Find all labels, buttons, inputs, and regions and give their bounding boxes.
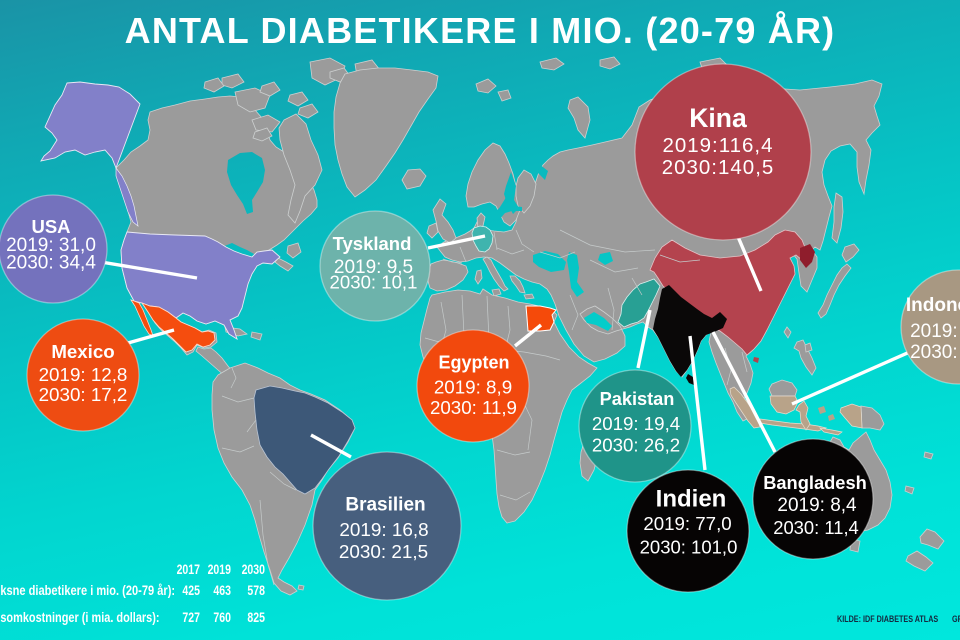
svg-text:Indonesien: Indonesien <box>906 295 960 316</box>
svg-text:Bangladesh: Bangladesh <box>763 472 867 493</box>
svg-text:2019: 9,5: 2019: 9,5 <box>334 257 413 278</box>
svg-text:2030: 13,7: 2030: 13,7 <box>910 342 960 363</box>
svg-text:2019: 19,4: 2019: 19,4 <box>592 413 680 434</box>
svg-text:2030: 11,4: 2030: 11,4 <box>773 517 859 538</box>
svg-text:2019: 12,8: 2019: 12,8 <box>39 364 128 385</box>
svg-text:2030: 21,5: 2030: 21,5 <box>339 542 428 563</box>
svg-text:Brasilien: Brasilien <box>345 495 425 516</box>
svg-text:2030: 11,9: 2030: 11,9 <box>430 397 517 418</box>
svg-text:USA: USA <box>31 216 70 237</box>
svg-text:2019:116,4: 2019:116,4 <box>662 134 773 157</box>
svg-text:2030: 34,4: 2030: 34,4 <box>6 253 96 274</box>
svg-text:2019: 8,4: 2019: 8,4 <box>777 495 857 516</box>
svg-text:Mexico: Mexico <box>51 341 114 362</box>
svg-text:Indien: Indien <box>656 486 727 513</box>
svg-text:2030: 10,1: 2030: 10,1 <box>330 272 418 293</box>
svg-text:2019: 10,7: 2019: 10,7 <box>910 321 960 342</box>
svg-text:2019: 31,0: 2019: 31,0 <box>6 235 96 256</box>
svg-text:2030: 26,2: 2030: 26,2 <box>592 435 680 456</box>
svg-text:Egypten: Egypten <box>438 353 509 373</box>
svg-text:Tyskland: Tyskland <box>333 233 412 254</box>
svg-text:2019: 8,9: 2019: 8,9 <box>434 377 512 398</box>
svg-text:Kina: Kina <box>689 103 747 133</box>
svg-text:2019: 77,0: 2019: 77,0 <box>643 513 731 534</box>
svg-text:Pakistan: Pakistan <box>600 389 675 409</box>
svg-text:2030:140,5: 2030:140,5 <box>662 156 775 179</box>
svg-text:2019: 16,8: 2019: 16,8 <box>339 520 428 541</box>
svg-text:2030: 17,2: 2030: 17,2 <box>39 384 128 405</box>
svg-text:2030: 101,0: 2030: 101,0 <box>640 537 738 558</box>
